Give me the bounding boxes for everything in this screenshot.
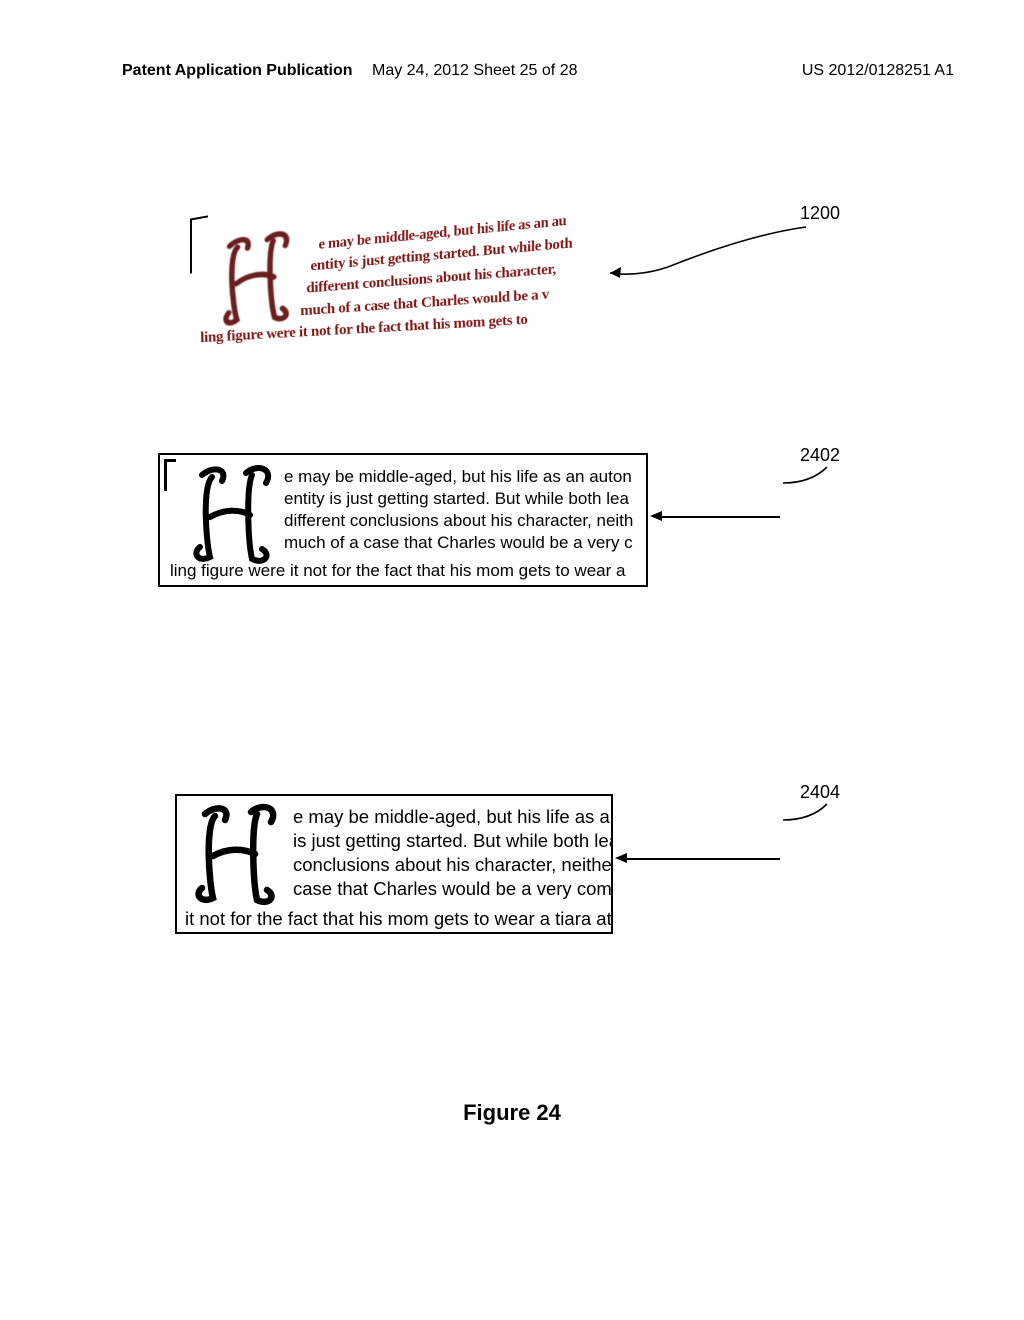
dewarped-panel: e may be middle-aged, but his life as an… <box>158 453 648 587</box>
partial-border <box>190 215 208 273</box>
pub-number: US 2012/0128251 A1 <box>802 62 954 80</box>
leader-2402-curve <box>775 465 835 487</box>
dropcap-h <box>189 802 289 908</box>
dropcap-h <box>188 465 281 565</box>
text-line-4: much of a case that Charles would be a v… <box>284 533 633 553</box>
leader-2404-curve <box>775 802 835 824</box>
final-panel: e may be middle-aged, but his life as an… <box>175 794 613 934</box>
leader-2402-line <box>660 516 780 518</box>
text-line-5: it not for the fact that his mom gets to… <box>185 908 612 930</box>
text-line-3: conclusions about his character, neither <box>293 854 613 876</box>
leader-2402-arrow <box>650 511 662 521</box>
text-line-2: entity is just getting started. But whil… <box>284 489 629 509</box>
text-line-3: different conclusions about his characte… <box>284 511 633 531</box>
dropcap-h <box>217 228 298 330</box>
ref-2402: 2402 <box>800 445 840 466</box>
distorted-photo-panel: e may be middle-aged, but his life as an… <box>210 225 610 355</box>
leader-2404-line <box>625 858 780 860</box>
text-line-1: e may be middle-aged, but his life as an <box>293 806 613 828</box>
figure-caption: Figure 24 <box>0 1100 1024 1126</box>
page-header: Patent Application Publication May 24, 2… <box>122 62 954 80</box>
leader-1200 <box>608 225 818 285</box>
inner-corner-mark <box>164 459 176 491</box>
date-sheet: May 24, 2012 Sheet 25 of 28 <box>372 62 577 80</box>
text-line-2: is just getting started. But while both … <box>293 830 613 852</box>
text-line-4: case that Charles would be a very comp <box>293 878 613 900</box>
text-line-1: e may be middle-aged, but his life as an… <box>284 467 632 487</box>
ref-1200: 1200 <box>800 203 840 224</box>
pub-type: Patent Application Publication <box>122 62 353 79</box>
leader-2404-arrow <box>615 853 627 863</box>
ref-2404: 2404 <box>800 782 840 803</box>
text-line-5: ling figure were it not for the fact tha… <box>170 561 625 581</box>
